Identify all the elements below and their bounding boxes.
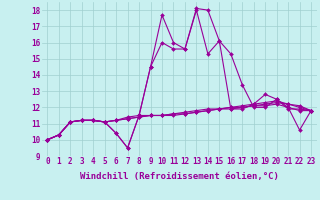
X-axis label: Windchill (Refroidissement éolien,°C): Windchill (Refroidissement éolien,°C) bbox=[80, 172, 279, 181]
